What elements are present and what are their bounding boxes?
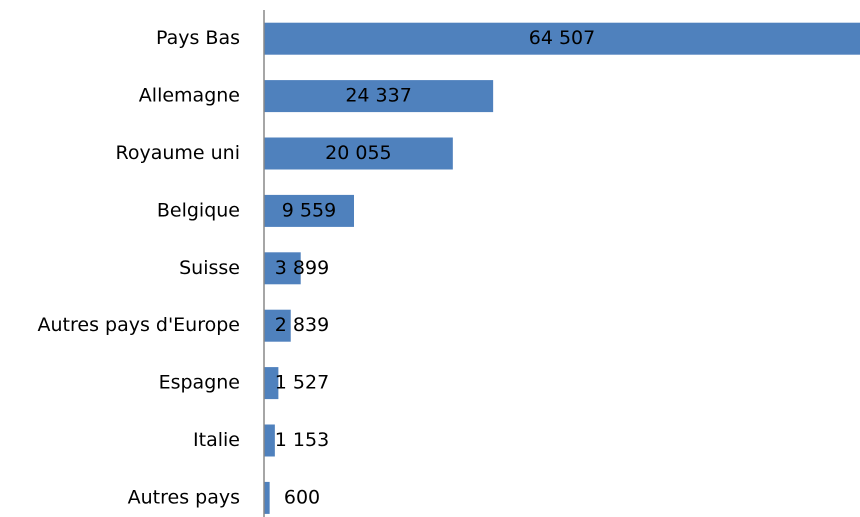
value-label: 20 055 (325, 142, 391, 164)
category-label: Autres pays d'Europe (38, 314, 241, 336)
bar (264, 80, 494, 113)
value-label: 24 337 (345, 85, 411, 107)
value-label: 3 899 (275, 257, 329, 279)
value-label: 64 507 (529, 27, 595, 49)
category-label: Suisse (179, 257, 240, 279)
value-label: 2 839 (275, 314, 329, 336)
category-label: Royaume uni (115, 142, 240, 164)
category-label: Italie (193, 429, 240, 451)
bar (264, 137, 453, 170)
category-label: Belgique (157, 199, 240, 221)
value-label: 600 (284, 486, 320, 508)
category-label: Allemagne (139, 85, 240, 107)
bar (264, 252, 301, 285)
value-label: 1 527 (275, 372, 329, 394)
category-label: Espagne (159, 372, 240, 394)
category-label: Pays Bas (156, 27, 240, 49)
bar (264, 367, 279, 400)
category-label: Autres pays (128, 486, 240, 508)
bar (264, 481, 270, 514)
bar (264, 309, 291, 342)
value-label: 9 559 (282, 199, 336, 221)
bar (264, 194, 355, 227)
value-label: 1 153 (275, 429, 329, 451)
bar (264, 22, 860, 55)
bar (264, 424, 275, 457)
